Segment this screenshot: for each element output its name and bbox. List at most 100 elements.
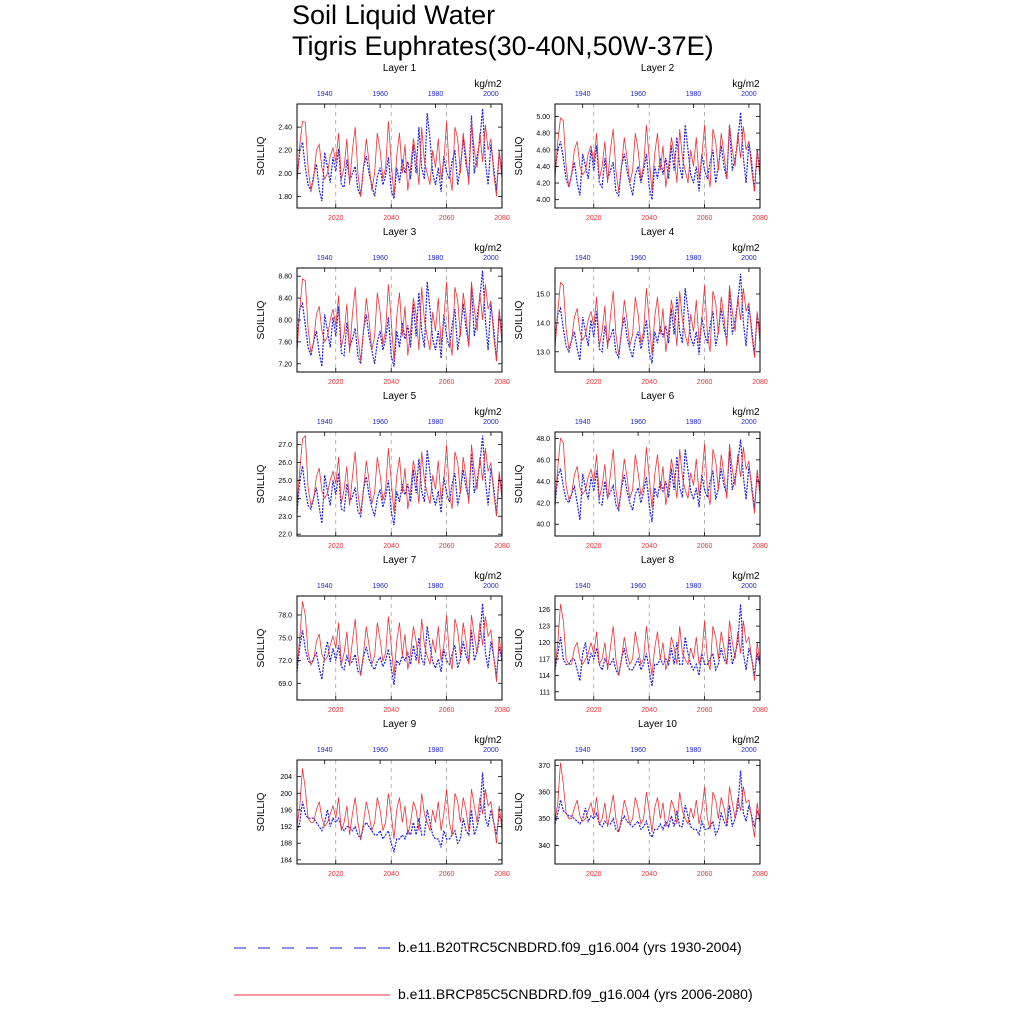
x-bottom-tick-label: 2060 xyxy=(697,707,713,714)
units-label: kg/m2 xyxy=(474,407,502,418)
x-bottom-tick-label: 2080 xyxy=(494,707,510,714)
y-tick-label: 117 xyxy=(539,656,550,663)
y-axis-label: SOILLIQ xyxy=(514,300,525,339)
y-tick-label: 340 xyxy=(538,843,550,850)
y-tick-label: 40.0 xyxy=(536,522,550,529)
series-historical-line xyxy=(296,435,503,526)
units-label: kg/m2 xyxy=(474,243,502,254)
panel-layer-5: Layer 5 kg/m2 22.0 23.0 24.0 25.0 26.0 27.0 SOIL… xyxy=(256,391,510,550)
y-tick-label: 13.0 xyxy=(536,349,550,356)
y-tick-label: 44.0 xyxy=(536,479,550,486)
legend-historical-label: b.e11.B20TRC5CNBDRD.f09_g16.004 (yrs 193… xyxy=(398,939,742,955)
y-tick-label: 114 xyxy=(539,673,550,680)
y-tick-label: 69.0 xyxy=(278,681,292,688)
x-bottom-tick-label: 2060 xyxy=(697,543,713,550)
x-bottom-tick-label: 2020 xyxy=(586,379,602,386)
panel-title: Layer 9 xyxy=(383,719,417,730)
series-future-line xyxy=(296,434,503,517)
y-tick-label: 204 xyxy=(280,774,292,781)
y-tick-label: 8.00 xyxy=(278,318,292,325)
panel-title: Layer 5 xyxy=(383,391,417,402)
x-top-tick-label: 1980 xyxy=(686,583,702,590)
x-bottom-tick-label: 2080 xyxy=(494,871,510,878)
x-bottom-tick-label: 2020 xyxy=(328,379,344,386)
y-tick-label: 23.0 xyxy=(278,514,292,521)
plots-grid: Layer 1 kg/m2 1.80 2.00 2.20 2.40 SOILLIQ 2020 2… xyxy=(256,63,768,878)
legend-historical: b.e11.B20TRC5CNBDRD.f09_g16.004 (yrs 193… xyxy=(232,937,832,957)
y-tick-label: 8.80 xyxy=(278,274,292,281)
plot-frame xyxy=(554,267,761,373)
y-axis-label: SOILLIQ xyxy=(514,628,525,667)
panel-layer-1: Layer 1 kg/m2 1.80 2.00 2.20 2.40 SOILLIQ 2020 2… xyxy=(256,63,510,222)
x-top-tick-label: 1940 xyxy=(575,91,591,98)
plot-frame xyxy=(554,103,761,209)
x-top-tick-label: 1960 xyxy=(372,419,388,426)
x-top-tick-label: 2000 xyxy=(741,255,757,262)
panel-title: Layer 4 xyxy=(641,227,675,238)
x-bottom-tick-label: 2040 xyxy=(641,379,657,386)
x-top-tick-label: 1980 xyxy=(428,747,444,754)
series-future-line xyxy=(554,281,761,358)
series-future-line xyxy=(554,117,761,192)
y-tick-label: 15.0 xyxy=(536,292,550,299)
panel-title: Layer 6 xyxy=(641,391,675,402)
x-top-tick-label: 1940 xyxy=(317,255,333,262)
panel-layer-7: Layer 7 kg/m2 69.0 72.0 75.0 78.0 SOILLIQ 2020 2… xyxy=(256,555,510,714)
y-tick-label: 111 xyxy=(539,689,550,696)
x-bottom-tick-label: 2020 xyxy=(328,707,344,714)
y-tick-label: 360 xyxy=(538,790,550,797)
y-tick-label: 4.80 xyxy=(536,131,550,138)
x-bottom-tick-label: 2040 xyxy=(641,871,657,878)
x-bottom-tick-label: 2060 xyxy=(697,871,713,878)
x-bottom-tick-label: 2080 xyxy=(752,379,768,386)
x-top-tick-label: 1960 xyxy=(372,747,388,754)
panel-layer-6: Layer 6 kg/m2 40.0 42.0 44.0 46.0 48.0 SOILLIQ 2… xyxy=(514,391,768,550)
panel-layer-9: Layer 9 kg/m2 184 188 192 196 200 204 SOILLIQ 202… xyxy=(256,719,510,878)
y-axis-label: SOILLIQ xyxy=(256,136,267,175)
y-tick-label: 2.40 xyxy=(278,125,292,132)
x-top-tick-label: 1940 xyxy=(317,91,333,98)
x-top-tick-label: 2000 xyxy=(483,255,499,262)
x-top-tick-label: 1960 xyxy=(630,255,646,262)
y-tick-label: 48.0 xyxy=(536,436,550,443)
x-bottom-tick-label: 2020 xyxy=(586,543,602,550)
y-tick-label: 25.0 xyxy=(278,478,292,485)
plot-frame xyxy=(554,595,761,701)
y-tick-label: 200 xyxy=(280,791,292,798)
y-tick-label: 4.60 xyxy=(536,147,550,154)
x-top-tick-label: 1980 xyxy=(686,255,702,262)
y-tick-label: 196 xyxy=(280,807,292,814)
y-axis-label: SOILLIQ xyxy=(514,792,525,831)
units-label: kg/m2 xyxy=(732,571,760,582)
x-bottom-tick-label: 2080 xyxy=(494,543,510,550)
x-top-tick-label: 1960 xyxy=(630,747,646,754)
panel-title: Layer 10 xyxy=(638,719,677,730)
x-top-tick-label: 2000 xyxy=(741,747,757,754)
units-label: kg/m2 xyxy=(474,735,502,746)
y-tick-label: 192 xyxy=(280,824,292,831)
plot-frame xyxy=(296,103,503,209)
y-tick-label: 46.0 xyxy=(536,457,550,464)
x-top-tick-label: 1960 xyxy=(630,419,646,426)
y-axis-label: SOILLIQ xyxy=(514,464,525,503)
x-top-tick-label: 1940 xyxy=(575,419,591,426)
x-top-tick-label: 1960 xyxy=(630,583,646,590)
x-bottom-tick-label: 2040 xyxy=(383,215,399,222)
x-bottom-tick-label: 2020 xyxy=(328,543,344,550)
x-bottom-tick-label: 2080 xyxy=(752,543,768,550)
x-top-tick-label: 1960 xyxy=(372,583,388,590)
x-bottom-tick-label: 2040 xyxy=(383,707,399,714)
units-label: kg/m2 xyxy=(732,243,760,254)
x-bottom-tick-label: 2060 xyxy=(439,379,455,386)
series-future-line xyxy=(296,120,503,197)
x-bottom-tick-label: 2020 xyxy=(586,707,602,714)
x-top-tick-label: 1940 xyxy=(575,583,591,590)
y-tick-label: 27.0 xyxy=(278,442,292,449)
x-bottom-tick-label: 2040 xyxy=(383,871,399,878)
x-top-tick-label: 2000 xyxy=(483,747,499,754)
x-bottom-tick-label: 2060 xyxy=(439,871,455,878)
series-future-line xyxy=(554,437,761,514)
panel-title: Layer 1 xyxy=(383,63,417,74)
y-tick-label: 1.80 xyxy=(278,194,292,201)
x-top-tick-label: 1980 xyxy=(428,419,444,426)
